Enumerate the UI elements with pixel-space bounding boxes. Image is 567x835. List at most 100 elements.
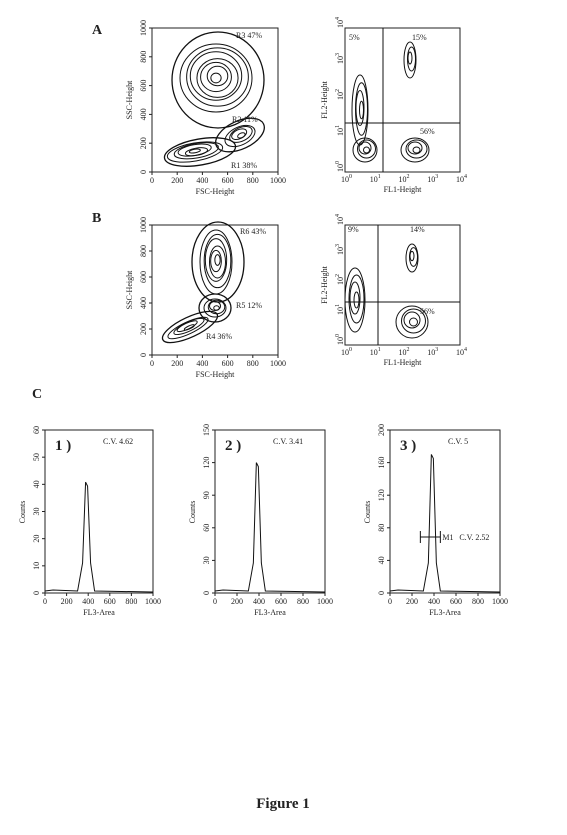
tick-exponent: 0 xyxy=(349,347,352,353)
y-tick-label: 160 xyxy=(377,457,386,469)
contour xyxy=(405,139,428,159)
contour xyxy=(214,254,221,266)
x-axis-label: FSC-Height xyxy=(196,370,235,379)
y-axis-label: SSC-Height xyxy=(125,270,134,309)
y-tick-label: 30 xyxy=(32,508,41,516)
contour xyxy=(357,139,376,159)
x-tick-label: 102 xyxy=(399,347,410,357)
cv-label: C.V. 5 xyxy=(448,437,468,446)
tick-base: 10 xyxy=(370,348,378,357)
tick-exponent: 0 xyxy=(335,334,341,337)
contour xyxy=(344,267,366,333)
x-tick-label: 200 xyxy=(231,597,243,606)
tick-base: 10 xyxy=(336,164,345,172)
caption: Figure 1 xyxy=(256,796,309,812)
cv-label: C.V. 3.41 xyxy=(273,437,303,446)
y-tick-label: 0 xyxy=(139,170,148,174)
contour xyxy=(407,51,413,65)
tick-exponent: 2 xyxy=(335,89,341,92)
tick-base: 10 xyxy=(399,348,407,357)
y-axis-label: FL2-Height xyxy=(320,80,329,119)
plot-frame xyxy=(214,429,326,594)
x-tick-label: 400 xyxy=(253,597,265,606)
x-tick-label: 800 xyxy=(247,176,259,185)
y-tick-label: 400 xyxy=(139,297,148,309)
y-tick-label: 20 xyxy=(32,535,41,543)
tick-exponent: 2 xyxy=(407,174,410,180)
cv-label: C.V. 4.62 xyxy=(103,437,133,446)
contour xyxy=(210,249,222,273)
x-tick-label: 400 xyxy=(196,359,208,368)
region-label: R4 36% xyxy=(206,332,232,341)
tick-exponent: 4 xyxy=(464,347,467,353)
contour xyxy=(359,100,364,120)
x-tick-label: 1000 xyxy=(317,597,333,606)
contour xyxy=(166,141,224,163)
contour xyxy=(200,61,232,93)
tick-base: 10 xyxy=(336,217,345,225)
contour xyxy=(179,43,253,113)
region-label: R3 47% xyxy=(236,31,262,40)
histogram-title: 1 ) xyxy=(55,438,71,454)
y-tick-label: 800 xyxy=(139,245,148,257)
gate xyxy=(163,137,237,167)
x-tick-label: 600 xyxy=(104,597,116,606)
tick-base: 10 xyxy=(427,175,435,184)
y-axis-label: FL2-Height xyxy=(320,265,329,304)
x-tick-label: 104 xyxy=(456,347,467,357)
x-tick-label: 400 xyxy=(428,597,440,606)
gate xyxy=(215,117,265,153)
y-tick-label: 150 xyxy=(202,424,211,436)
tick-base: 10 xyxy=(336,277,345,285)
y-tick-label: 101 xyxy=(335,304,345,315)
x-axis-label: FSC-Height xyxy=(196,187,235,196)
x-tick-label: 1000 xyxy=(270,359,286,368)
contour xyxy=(173,142,219,160)
tick-base: 10 xyxy=(336,92,345,100)
tick-exponent: 3 xyxy=(435,174,438,180)
contour xyxy=(167,316,209,340)
y-tick-label: 800 xyxy=(139,51,148,63)
y-tick-label: 120 xyxy=(377,489,386,501)
contour xyxy=(349,281,361,315)
quadrant-label: 14% xyxy=(410,225,425,234)
plot-frame xyxy=(389,429,501,594)
tick-exponent: 3 xyxy=(335,53,341,56)
tick-base: 10 xyxy=(456,348,464,357)
y-tick-label: 0 xyxy=(202,591,211,595)
tick-base: 10 xyxy=(336,307,345,315)
tick-exponent: 3 xyxy=(335,244,341,247)
y-tick-label: 80 xyxy=(377,524,386,532)
region-label: R5 12% xyxy=(236,301,262,310)
contour xyxy=(405,243,419,273)
contour xyxy=(409,317,418,327)
panel-label: C xyxy=(32,387,42,402)
y-tick-label: 60 xyxy=(32,426,41,434)
contour xyxy=(188,148,201,154)
panel-label: B xyxy=(92,211,101,226)
gate xyxy=(161,310,219,344)
y-tick-label: 40 xyxy=(32,480,41,488)
contour xyxy=(183,324,195,331)
x-tick-label: 600 xyxy=(222,176,234,185)
x-tick-label: 1000 xyxy=(492,597,508,606)
tick-exponent: 3 xyxy=(435,347,438,353)
y-tick-label: 104 xyxy=(335,17,345,28)
contour xyxy=(401,308,426,334)
y-tick-label: 104 xyxy=(335,214,345,225)
contour xyxy=(199,229,233,295)
x-tick-label: 0 xyxy=(388,597,392,606)
x-tick-label: 0 xyxy=(213,597,217,606)
x-tick-label: 100 xyxy=(341,347,352,357)
histogram-curve xyxy=(44,481,154,593)
tick-exponent: 4 xyxy=(335,214,341,217)
x-tick-label: 200 xyxy=(406,597,418,606)
gate xyxy=(191,221,245,303)
contour xyxy=(409,250,415,262)
tick-base: 10 xyxy=(370,175,378,184)
contour xyxy=(186,47,249,107)
contour xyxy=(173,317,205,336)
contour xyxy=(348,274,365,324)
y-tick-label: 600 xyxy=(139,271,148,283)
contour xyxy=(203,233,232,289)
